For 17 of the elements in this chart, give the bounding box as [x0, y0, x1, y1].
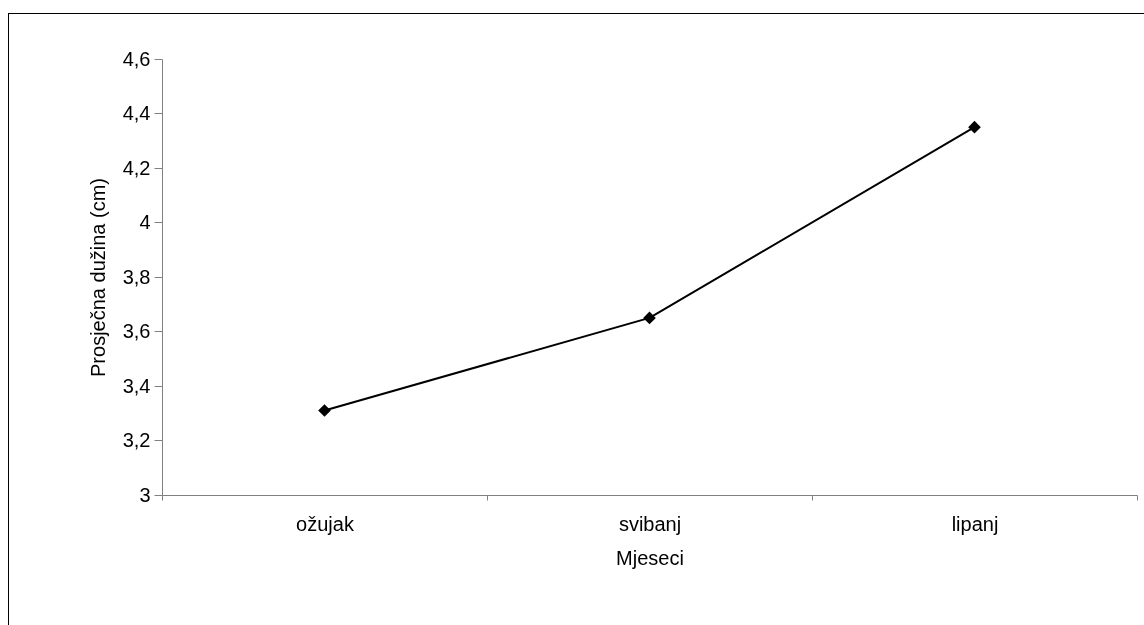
point [643, 311, 656, 325]
y-tick-label: 4,4 [122, 102, 151, 124]
y-tick-label: 3,6 [122, 320, 151, 342]
y-axis-title: Prosječna dužina (cm) [86, 178, 109, 377]
x-tick-label: lipanj [951, 512, 999, 535]
y-tick-label: 4,6 [122, 47, 151, 70]
y-tick-label: 3,8 [122, 265, 151, 288]
point [968, 120, 981, 134]
x-tick-label: svibanj [618, 512, 682, 535]
x-axis-title: Mjeseci [616, 546, 684, 569]
y-tick-label: 4 [139, 211, 151, 233]
y-tick-label: 4,2 [122, 156, 151, 179]
x-tick-label: ožujak [296, 512, 355, 535]
point [318, 404, 331, 417]
y-tick-label: 3,2 [122, 429, 151, 451]
y-tick-label: 3 [139, 483, 151, 506]
y-tick-label: 3,4 [122, 374, 151, 397]
